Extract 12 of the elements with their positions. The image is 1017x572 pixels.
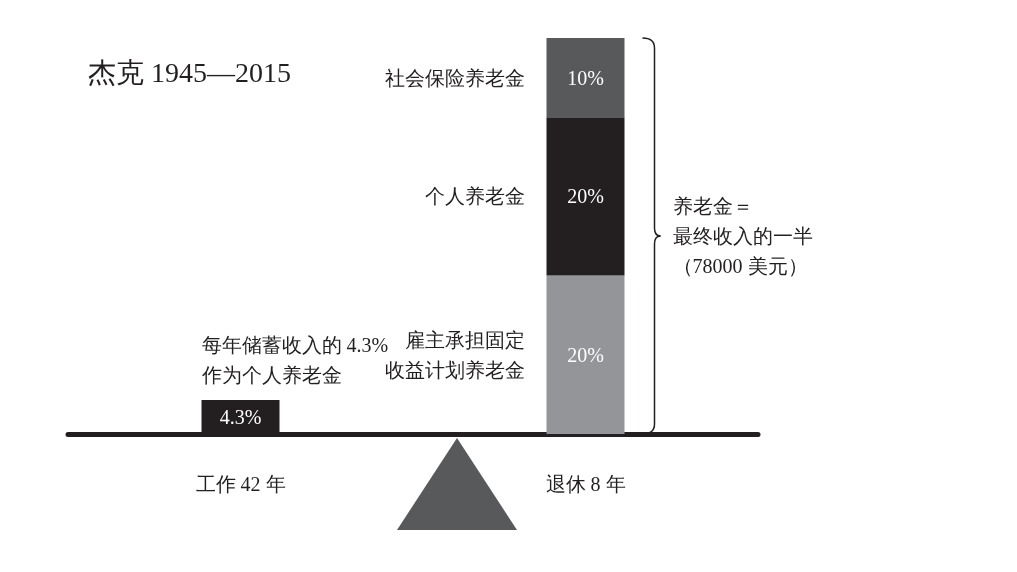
- series-label: 个人养老金: [424, 185, 525, 208]
- annotation: 养老金＝: [672, 195, 753, 217]
- text: 杰克 1945—2015: [88, 56, 291, 88]
- data-label: 20%: [567, 185, 604, 208]
- x-tick-label: 退休 8 年: [545, 473, 626, 495]
- data-label: 20%: [567, 343, 604, 366]
- series-label: 社会保险养老金: [384, 66, 525, 89]
- x-tick-label: 工作 42 年: [195, 473, 286, 495]
- annotation: （78000 美元）: [672, 255, 808, 277]
- data-label: 10%: [567, 66, 604, 89]
- annotation: 最终收入的一半: [672, 225, 813, 247]
- data-label: 4.3%: [219, 405, 262, 428]
